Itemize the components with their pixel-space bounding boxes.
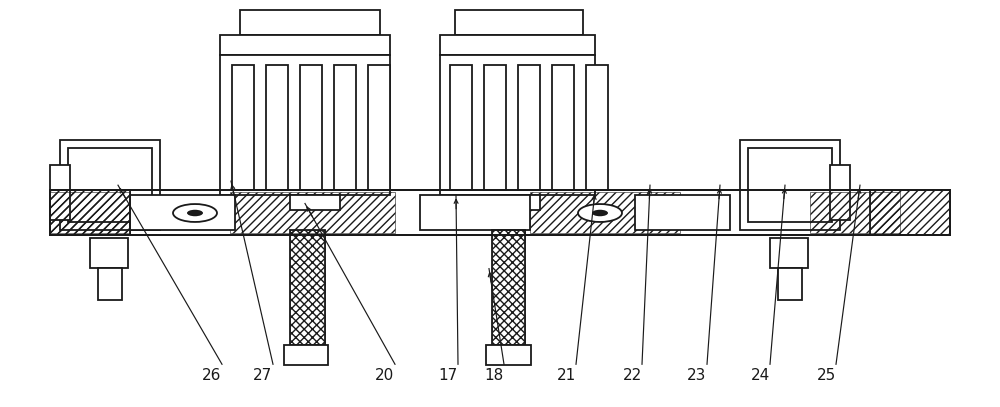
Bar xyxy=(450,65,472,190)
Bar xyxy=(290,230,325,345)
Bar xyxy=(98,268,122,300)
Bar xyxy=(230,192,395,233)
Bar xyxy=(284,345,328,365)
Bar xyxy=(290,195,340,210)
Bar xyxy=(492,230,525,345)
Bar xyxy=(50,165,70,220)
Bar xyxy=(368,65,390,190)
Text: 23: 23 xyxy=(687,368,707,383)
Circle shape xyxy=(173,204,217,222)
Text: 20: 20 xyxy=(375,368,395,383)
Bar xyxy=(50,190,130,235)
Bar xyxy=(50,190,950,235)
Bar xyxy=(130,195,235,230)
Bar xyxy=(50,190,950,235)
Bar xyxy=(232,65,254,190)
Bar xyxy=(552,65,574,190)
Bar xyxy=(530,192,680,233)
Bar xyxy=(740,140,840,230)
Bar xyxy=(778,268,802,300)
Bar xyxy=(830,165,850,220)
Text: 21: 21 xyxy=(556,368,576,383)
Bar xyxy=(518,65,540,190)
Text: 27: 27 xyxy=(253,368,273,383)
Bar xyxy=(635,195,730,230)
Bar xyxy=(770,238,808,268)
Bar xyxy=(870,190,950,235)
Bar xyxy=(50,192,130,233)
Text: 24: 24 xyxy=(750,368,770,383)
Bar xyxy=(290,230,325,345)
Bar xyxy=(486,345,531,365)
Bar xyxy=(90,238,128,268)
Bar xyxy=(240,10,380,35)
Bar xyxy=(586,65,608,190)
Text: 22: 22 xyxy=(622,368,642,383)
Bar xyxy=(748,148,832,222)
Circle shape xyxy=(578,204,622,222)
Circle shape xyxy=(592,210,608,216)
Bar xyxy=(440,35,595,55)
Bar xyxy=(440,55,595,195)
Bar xyxy=(266,65,288,190)
Bar xyxy=(220,55,390,195)
Bar xyxy=(420,195,530,230)
Bar xyxy=(484,65,506,190)
Bar xyxy=(810,192,900,233)
Text: 18: 18 xyxy=(484,368,504,383)
Bar xyxy=(220,35,390,55)
Text: 26: 26 xyxy=(202,368,222,383)
Bar xyxy=(60,140,160,230)
Bar xyxy=(300,65,322,190)
Circle shape xyxy=(187,210,203,216)
Bar xyxy=(490,195,540,210)
Bar xyxy=(870,190,950,235)
Bar xyxy=(492,230,525,345)
Bar xyxy=(68,148,152,222)
Bar xyxy=(50,190,130,235)
Bar xyxy=(334,65,356,190)
Text: 25: 25 xyxy=(816,368,836,383)
Text: 17: 17 xyxy=(438,368,458,383)
Bar xyxy=(455,10,583,35)
